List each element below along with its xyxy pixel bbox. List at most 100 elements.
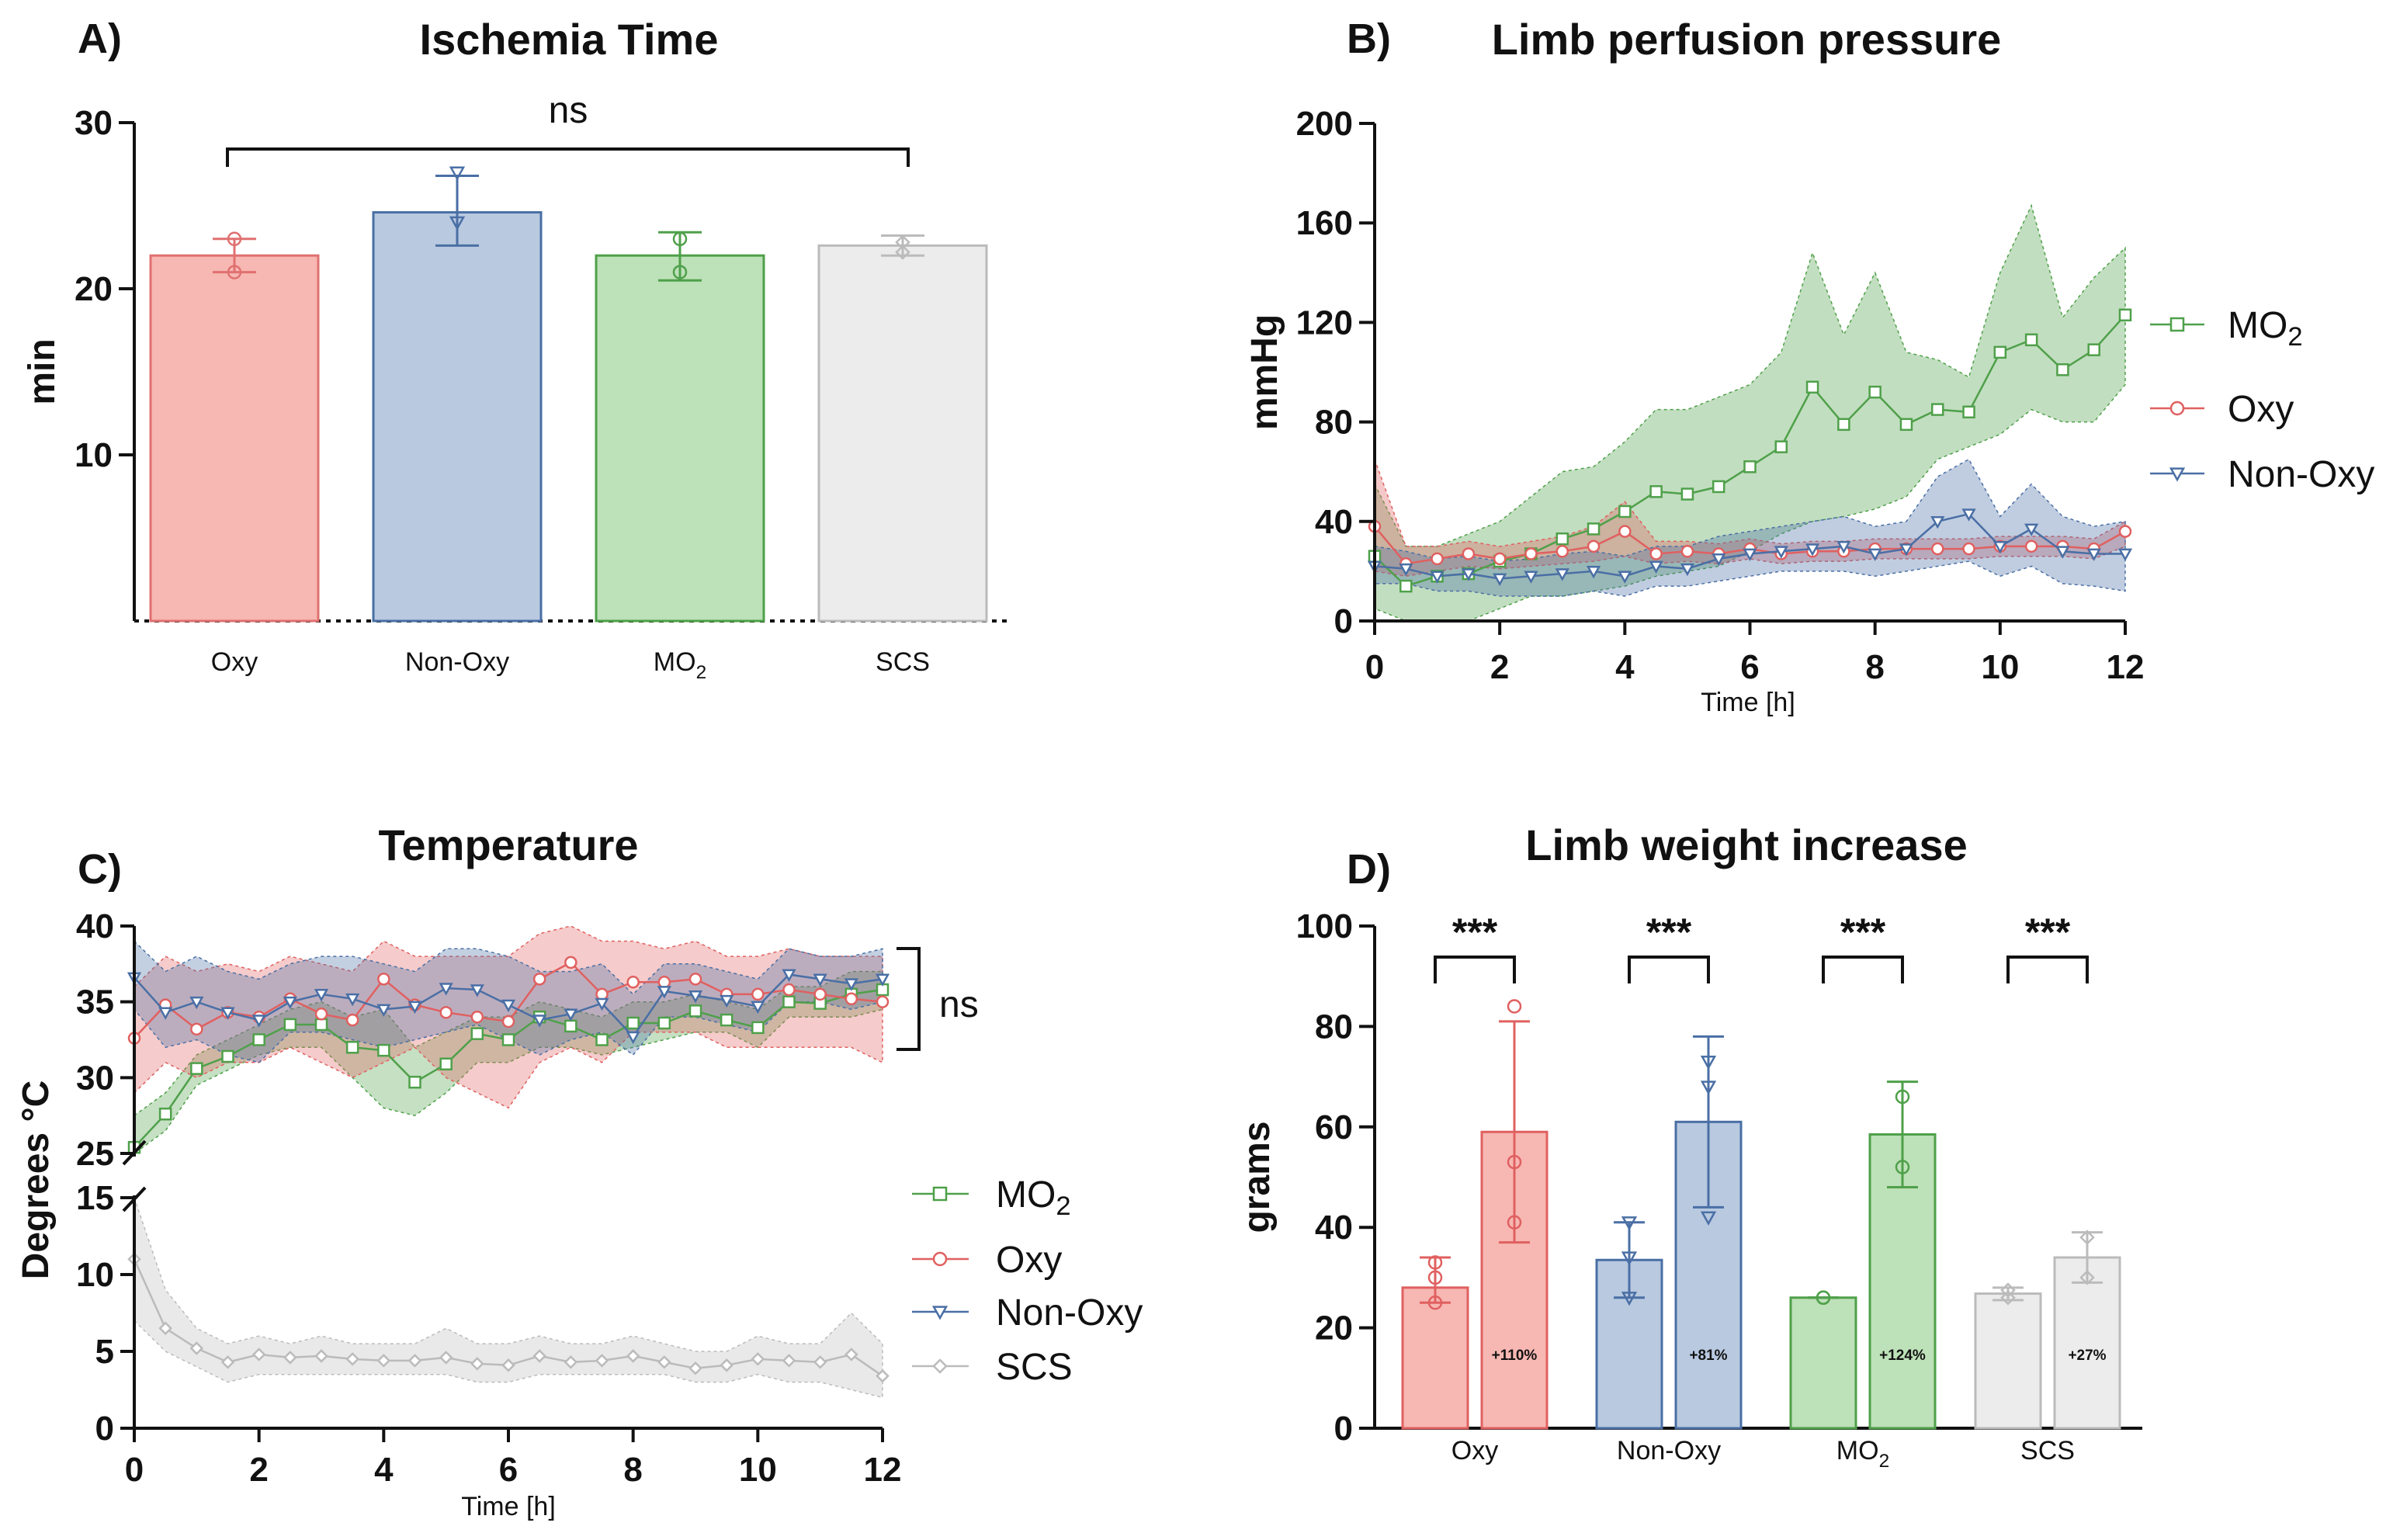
data-point [1868, 548, 1882, 562]
data-point [1700, 1080, 1717, 1095]
data-point [376, 1004, 391, 1018]
legend-marker [2169, 401, 2185, 416]
data-point [1524, 547, 1538, 560]
data-point [470, 984, 484, 997]
chart-title-a: Ischemia Time [420, 15, 719, 64]
data-point [782, 995, 796, 1008]
x-tick-label-b: 8 [1865, 648, 1884, 686]
panel-label-c: C) [78, 846, 122, 893]
data-point [688, 1004, 702, 1018]
data-point [1461, 568, 1476, 581]
y-tick-label-b: 0 [1334, 602, 1353, 640]
data-point [470, 1010, 484, 1024]
data-point [1931, 542, 1944, 556]
data-point [1680, 487, 1694, 501]
data-point [2024, 333, 2038, 347]
data-point [1427, 1255, 1443, 1270]
y-tick-label-c: 5 [95, 1333, 114, 1371]
data-point [1587, 522, 1601, 536]
data-point [227, 265, 242, 279]
data-point [377, 973, 390, 986]
data-point [345, 1352, 359, 1366]
data-point [252, 1033, 265, 1046]
data-point [720, 1013, 734, 1027]
data-point [532, 1349, 546, 1363]
data-point [1507, 1215, 1522, 1230]
x-tick-label-b: 4 [1615, 648, 1635, 686]
data-point [2118, 308, 2132, 322]
chart-title-d: Limb weight increase [1525, 820, 1968, 869]
data-point [377, 1043, 390, 1057]
data-point [1805, 380, 1819, 394]
data-point [672, 265, 688, 279]
significance-bracket-d [1628, 956, 1710, 983]
data-point [449, 216, 466, 231]
x-axis-label-b: Time [h] [1701, 688, 1795, 717]
x-tick-label-c: 2 [249, 1451, 268, 1489]
significance-stars-d: *** [1646, 910, 1692, 954]
legend-marker [932, 1358, 948, 1374]
data-point [2024, 523, 2039, 536]
y-tick-label-a: 20 [75, 270, 113, 308]
data-point [564, 1008, 578, 1021]
data-point [876, 1368, 890, 1383]
data-point [2117, 548, 2133, 562]
y-tick-label-d: 0 [1334, 1410, 1353, 1448]
data-point [1618, 505, 1632, 519]
data-point [1700, 1056, 1717, 1070]
legend-label-b: Oxy [2228, 389, 2294, 430]
data-point [1961, 508, 1976, 522]
data-point [2079, 1270, 2095, 1285]
data-point [626, 976, 640, 989]
data-point [1895, 1089, 1910, 1105]
data-point [876, 995, 890, 1008]
data-point [376, 1354, 391, 1368]
data-point [657, 986, 671, 999]
legend-label-b: Non-Oxy [2228, 454, 2374, 495]
data-point [283, 996, 297, 1010]
significance-stars-d: *** [1840, 910, 1886, 954]
x-tick-label-a: SCS [876, 647, 930, 677]
y-tick-label-b: 80 [1315, 404, 1353, 442]
data-point [1836, 541, 1851, 554]
x-tick-label-c: 12 [864, 1451, 902, 1489]
y-tick-label-d: 40 [1315, 1209, 1353, 1247]
x-tick-label-b: 6 [1740, 648, 1759, 686]
data-point [501, 1015, 515, 1028]
data-point [1399, 579, 1413, 593]
data-point [564, 1355, 578, 1369]
data-point [1427, 1270, 1443, 1285]
data-point [408, 1001, 422, 1015]
data-point [751, 1021, 765, 1035]
data-point [283, 1351, 297, 1365]
data-point [845, 992, 858, 1006]
data-point [1621, 1216, 1638, 1231]
data-point [626, 1349, 640, 1363]
data-point [751, 1352, 765, 1366]
data-point [314, 1349, 328, 1363]
x-axis-label-c: Time [h] [461, 1492, 556, 1521]
data-point [189, 1341, 204, 1355]
data-point [595, 997, 609, 1011]
data-point [1431, 552, 1444, 566]
data-point [1895, 1160, 1910, 1174]
bar-oxy [149, 254, 320, 623]
chart-title-b: Limb perfusion pressure [1492, 15, 2002, 64]
x-tick-label-a: MO2 [654, 647, 706, 683]
data-point [2079, 1230, 2095, 1245]
data-point [158, 1321, 172, 1336]
bar-scs [817, 244, 988, 623]
band-scs [134, 1197, 883, 1399]
data-point [1462, 547, 1476, 560]
data-point [1587, 539, 1601, 553]
data-point [1649, 547, 1663, 560]
y-tick-label-c: 10 [76, 1256, 114, 1294]
y-tick-label-c: 30 [76, 1059, 114, 1097]
data-point [408, 1075, 421, 1089]
y-tick-label-d: 20 [1315, 1309, 1353, 1348]
data-point [1774, 440, 1788, 453]
y-tick-label-b: 160 [1296, 204, 1353, 242]
data-point [501, 1033, 515, 1046]
data-point [1712, 553, 1726, 567]
